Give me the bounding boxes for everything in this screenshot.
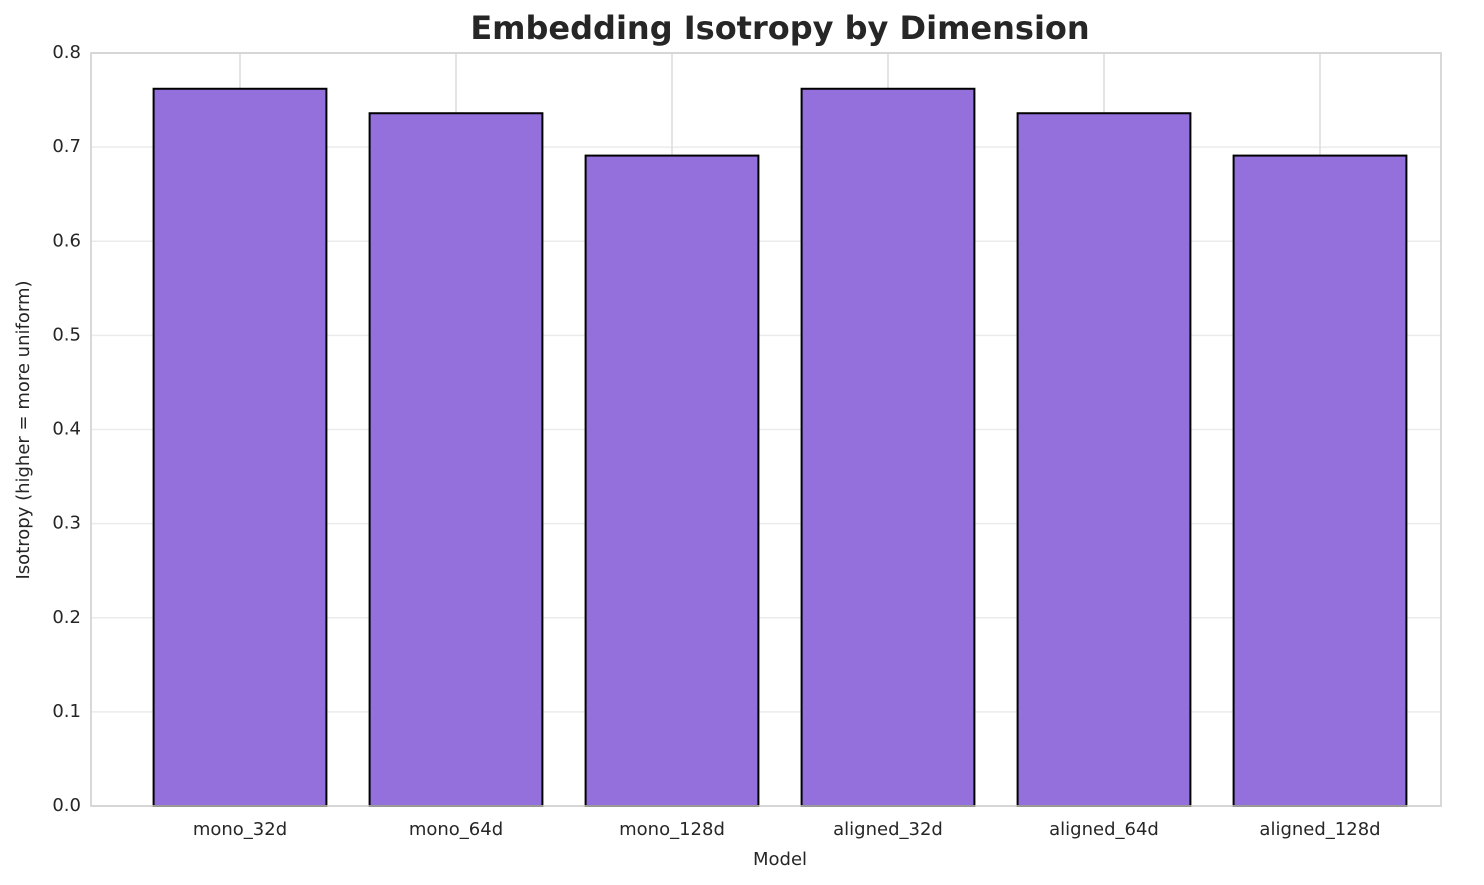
x-tick-label: aligned_128d [1259,819,1380,840]
bar [800,87,976,807]
x-tick-label: mono_128d [619,819,725,840]
y-tick-label: 0.3 [52,513,81,534]
y-tick-label: 0.8 [52,42,81,63]
y-axis-label: Isotropy (higher = more uniform) [13,281,34,580]
bar [584,154,760,807]
x-tick-label: mono_64d [409,819,503,840]
y-tick-label: 0.2 [52,607,81,628]
bar [1232,154,1408,807]
bar [368,112,544,808]
y-tick-label: 0.6 [52,230,81,251]
bar [1016,112,1192,808]
y-tick-label: 0.5 [52,324,81,345]
y-tick-label: 0.4 [52,419,81,440]
bar [152,87,328,807]
chart-title: Embedding Isotropy by Dimension [470,9,1089,47]
y-tick-label: 0.7 [52,136,81,157]
y-tick-label: 0.0 [52,795,81,816]
y-tick-label: 0.1 [52,701,81,722]
x-axis-label: Model [753,849,807,870]
x-tick-label: aligned_64d [1049,819,1159,840]
plot-frame [90,52,1442,807]
x-tick-label: mono_32d [193,819,287,840]
x-tick-label: aligned_32d [833,819,943,840]
